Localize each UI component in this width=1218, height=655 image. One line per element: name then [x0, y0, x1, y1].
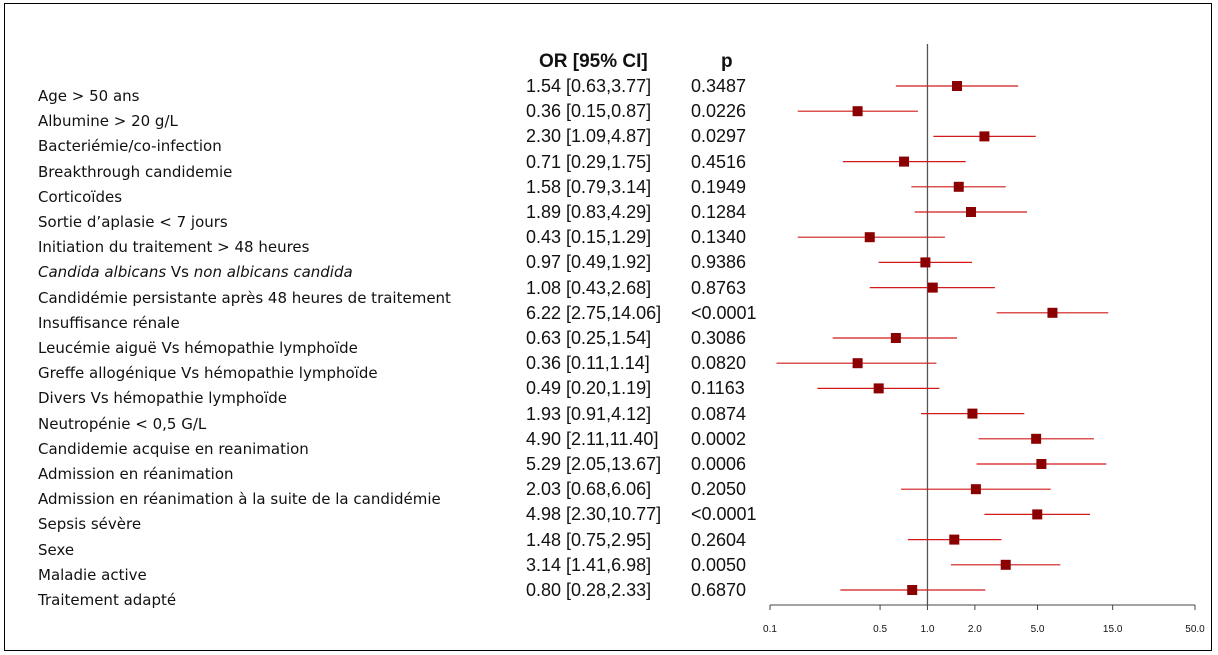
p-value: 0.1163 — [691, 378, 745, 399]
p-value: 0.0226 — [691, 101, 747, 122]
p-value: 0.0297 — [691, 126, 747, 147]
or-marker — [966, 207, 977, 217]
or-value: 1.93 [0.91,4.12] — [526, 403, 652, 424]
row-label: Albumine > 20 g/L — [38, 112, 178, 131]
p-value: 0.1949 — [691, 176, 747, 197]
p-value: 0.1340 — [691, 227, 747, 248]
or-marker — [1036, 459, 1047, 469]
or-marker — [951, 81, 962, 91]
p-value: 0.4516 — [691, 151, 747, 172]
or-value: 4.98 [2.30,10.77] — [526, 504, 662, 525]
x-tick-label: 0.1 — [763, 624, 777, 635]
p-value: 0.1284 — [691, 202, 747, 222]
row-label: Greffe allogénique Vs hémopathie lymphoï… — [38, 364, 378, 383]
row-label: Divers Vs hémopathie lymphoïde — [38, 389, 287, 408]
row-label: Neutropénie < 0,5 G/L — [38, 414, 207, 433]
or-marker — [1000, 559, 1011, 570]
row-label: Bacteriémie/co-infection — [38, 137, 222, 156]
or-value: 1.58 [0.79,3.14] — [526, 176, 652, 197]
row-label: Sexe — [38, 540, 75, 559]
row-label-italic: Candida albicans — [38, 263, 167, 282]
or-marker — [970, 484, 981, 495]
or-value: 3.14 [1.41,6.98] — [526, 554, 652, 575]
row-label: Traitement adapté — [38, 591, 177, 609]
or-value: 2.30 [1.09,4.87] — [526, 126, 652, 147]
p-value: 0.0006 — [691, 454, 747, 474]
or-value: 5.29 [2.05,13.67] — [526, 454, 662, 474]
p-value: 0.2604 — [691, 529, 747, 550]
p-value: 0.8763 — [691, 277, 747, 298]
x-tick-label: 50.0 — [1185, 624, 1205, 635]
or-value: 0.49 [0.20,1.19] — [526, 378, 652, 399]
row-label: Insuffisance rénale — [38, 313, 180, 332]
row-label: Initiation du traitement > 48 heures — [38, 238, 310, 257]
row-label: Age > 50 ans — [38, 87, 140, 105]
or-marker — [873, 383, 884, 394]
or-value: 0.80 [0.28,2.33] — [526, 580, 652, 600]
or-value: 0.36 [0.11,1.14] — [526, 353, 650, 374]
x-tick-label: 15.0 — [1103, 624, 1123, 635]
or-value: 0.43 [0.15,1.29] — [526, 227, 652, 248]
or-marker — [864, 232, 875, 243]
or-marker — [899, 156, 910, 167]
p-column-header: p — [721, 51, 733, 72]
p-value: 0.0002 — [691, 428, 747, 449]
or-marker — [1031, 433, 1042, 444]
or-value: 0.97 [0.49,1.92] — [526, 252, 652, 273]
row-label: Admission en réanimation à la suite de l… — [38, 490, 441, 509]
or-marker — [949, 534, 960, 545]
or-value: 1.89 [0.83,4.29] — [526, 202, 652, 222]
row-label: Corticoïdes — [38, 187, 123, 206]
p-value: 0.2050 — [691, 479, 747, 500]
p-value: 0.0050 — [691, 554, 747, 575]
row-label-mid: Vs — [166, 263, 194, 282]
or-value: 0.71 [0.29,1.75] — [526, 151, 652, 172]
or-value: 2.03 [0.68,6.06] — [526, 479, 652, 500]
x-tick-label: 2.0 — [968, 624, 982, 635]
p-value: 0.6870 — [691, 580, 747, 600]
row-label-italic: non albicans candida — [193, 263, 353, 282]
p-value: <0.0001 — [691, 504, 757, 525]
or-marker — [852, 106, 863, 117]
or-marker — [927, 282, 938, 293]
x-tick-label: 1.0 — [921, 624, 935, 635]
row-label: Breakthrough candidemie — [38, 162, 233, 181]
row-label: Candidémie persistante après 48 heures d… — [38, 288, 451, 307]
or-marker — [1032, 509, 1043, 520]
or-value: 1.48 [0.75,2.95] — [526, 529, 652, 550]
p-value: 0.3487 — [691, 76, 747, 96]
or-value: 0.63 [0.25,1.54] — [526, 328, 652, 348]
or-marker — [953, 181, 964, 192]
or-marker — [920, 257, 931, 268]
or-marker — [979, 131, 990, 142]
or-value: 6.22 [2.75,14.06] — [526, 302, 662, 323]
x-tick-label: 5.0 — [1031, 624, 1045, 635]
or-marker — [967, 408, 978, 419]
p-value: 0.0874 — [691, 403, 747, 424]
p-value: <0.0001 — [691, 302, 757, 323]
row-label: Candida albicans Vs non albicans candida — [38, 263, 353, 281]
figure-frame — [4, 3, 1212, 651]
or-marker — [1047, 307, 1058, 318]
or-value: 1.08 [0.43,2.68] — [526, 277, 652, 298]
p-value: 0.9386 — [691, 252, 747, 273]
p-value: 0.3086 — [691, 328, 747, 348]
row-label: Sortie d’aplasie < 7 jours — [38, 213, 228, 231]
or-value: 0.36 [0.15,0.87] — [526, 101, 652, 122]
row-label: Maladie active — [38, 565, 147, 584]
row-label: Leucémie aiguë Vs hémopathie lymphoïde — [38, 339, 358, 357]
or-value: 4.90 [2.11,11.40] — [526, 428, 659, 449]
row-label: Candidemie acquise en reanimation — [38, 439, 309, 458]
or-marker — [890, 333, 901, 343]
or-column-header: OR [95% CI] — [539, 51, 648, 72]
or-marker — [852, 358, 863, 369]
row-label: Admission en réanimation — [38, 465, 234, 483]
row-label: Sepsis sévère — [38, 515, 142, 534]
or-value: 1.54 [0.63,3.77] — [526, 76, 652, 96]
x-tick-label: 0.5 — [873, 624, 887, 635]
or-marker — [907, 585, 918, 595]
p-value: 0.0820 — [691, 353, 747, 374]
